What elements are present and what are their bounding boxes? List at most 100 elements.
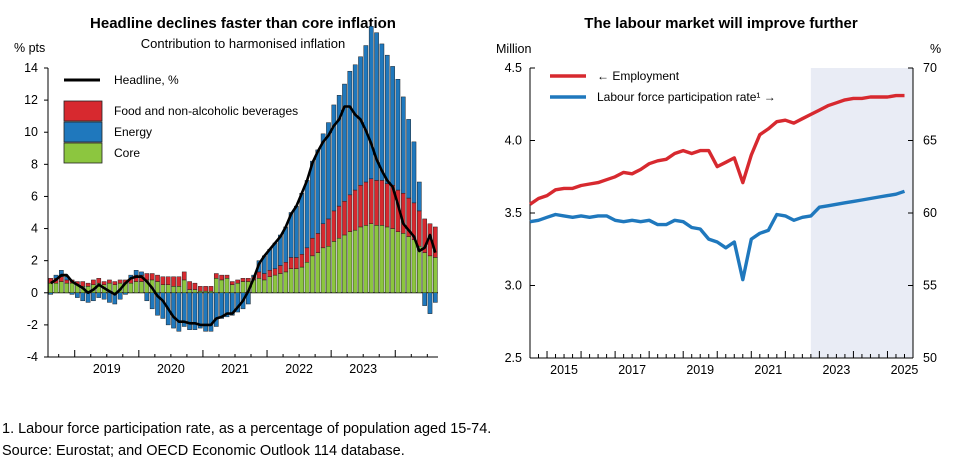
right-chart-title: The labour market will improve further <box>584 15 858 32</box>
participation-line <box>529 189 906 282</box>
energy-bar <box>219 292 224 319</box>
energy-bar <box>347 70 353 196</box>
left-chart-legend: Headline, % Food and non-alcoholic bever… <box>63 73 298 164</box>
energy-bar <box>320 133 326 224</box>
energy-bar <box>123 292 128 295</box>
energy-bar <box>160 292 166 319</box>
core-bar <box>262 279 267 294</box>
right-y-tick-label-left: 2.5 <box>505 351 522 365</box>
core-bar <box>203 290 208 294</box>
core-bar <box>133 281 139 294</box>
energy-bar <box>422 292 427 306</box>
energy-bar <box>101 292 107 300</box>
right-y-tick-label-right: 70 <box>923 61 937 75</box>
food-bar <box>165 276 171 285</box>
food-bar <box>101 281 107 285</box>
left-chart-subtitle: Contribution to harmonised inflation <box>141 36 346 51</box>
energy-bar <box>208 292 214 332</box>
left-chart-title: Headline declines faster than core infla… <box>90 15 396 32</box>
energy-bar <box>187 292 192 330</box>
food-bar <box>240 278 246 282</box>
legend-employment-label: ← Employment <box>597 69 680 83</box>
core-bar <box>326 245 331 294</box>
core-bar <box>336 237 342 294</box>
food-bar <box>224 274 230 279</box>
core-bar <box>416 245 422 294</box>
core-bar <box>171 286 176 294</box>
food-bar <box>320 223 326 249</box>
energy-bar <box>85 292 91 303</box>
core-bar <box>176 286 182 294</box>
core-bar <box>165 284 171 294</box>
legend-food-swatch <box>63 100 103 122</box>
left-x-tick-label: 2023 <box>349 362 377 376</box>
right-x-tick-label: 2017 <box>618 363 646 377</box>
energy-bar <box>213 292 219 327</box>
core-bar <box>294 268 299 294</box>
food-bar <box>374 180 379 226</box>
food-bar <box>80 281 86 287</box>
left-y-tick-label: 14 <box>24 61 38 75</box>
energy-bar <box>107 292 112 303</box>
food-bar <box>384 183 390 228</box>
left-chart-plot: 14 12 10 8 6 4 2 0 -2 -4 2019 2020 2021 2022 2023 <box>24 26 438 376</box>
core-bar <box>267 276 273 294</box>
food-bar <box>203 286 208 292</box>
core-bar <box>69 282 75 294</box>
left-y-tick-label: -2 <box>27 318 38 332</box>
energy-bar <box>155 292 160 316</box>
core-bar <box>256 278 262 294</box>
food-bar <box>256 271 262 279</box>
energy-bar <box>379 43 385 181</box>
employment-line <box>529 93 905 206</box>
core-bar <box>379 225 385 294</box>
energy-bar <box>331 104 337 212</box>
right-y-tick-label-right: 50 <box>923 351 937 365</box>
energy-bar <box>203 292 208 332</box>
right-chart-plot: 4.5 4.0 3.5 3.0 2.5 70 65 60 55 50 2015 2017 2019 202… <box>505 61 937 377</box>
food-bar <box>246 278 251 282</box>
legend-energy-label: Energy <box>114 125 152 139</box>
energy-bar <box>315 149 321 234</box>
food-bar <box>187 281 192 290</box>
food-bar <box>272 268 278 276</box>
energy-bar <box>368 26 374 180</box>
food-bar <box>197 286 203 292</box>
food-bar <box>416 210 422 247</box>
energy-bar <box>326 122 331 220</box>
right-y-tick-label-right: 65 <box>923 134 937 148</box>
food-bar <box>288 257 294 269</box>
energy-bar <box>310 160 315 239</box>
legend-energy-swatch <box>63 121 103 143</box>
food-bar <box>91 279 96 285</box>
core-bar <box>368 223 374 294</box>
left-y-tick-label: 0 <box>31 286 38 300</box>
core-bar <box>320 247 326 294</box>
food-bar <box>283 262 289 273</box>
core-bar <box>128 282 134 294</box>
energy-bar <box>192 292 198 330</box>
energy-bar <box>48 292 53 295</box>
left-chart-ylabel: % pts <box>14 41 45 55</box>
food-bar <box>262 273 267 281</box>
energy-bar <box>433 292 438 303</box>
food-bar <box>315 233 321 253</box>
energy-bar <box>139 271 144 276</box>
energy-bar <box>395 79 401 191</box>
food-bar <box>171 276 176 287</box>
core-bar <box>331 241 337 294</box>
food-bar <box>358 184 363 228</box>
energy-bar <box>272 242 278 269</box>
projection-shade <box>810 68 913 358</box>
energy-bar <box>117 292 123 300</box>
energy-bar <box>304 180 310 249</box>
core-bar <box>342 234 347 294</box>
core-bar <box>299 266 305 294</box>
food-bar <box>85 282 91 287</box>
core-bar <box>187 289 192 294</box>
core-bar <box>310 255 315 294</box>
core-bar <box>283 271 289 294</box>
food-bar <box>267 270 273 277</box>
right-y-tick-label-right: 60 <box>923 206 937 220</box>
food-bar <box>96 278 102 284</box>
